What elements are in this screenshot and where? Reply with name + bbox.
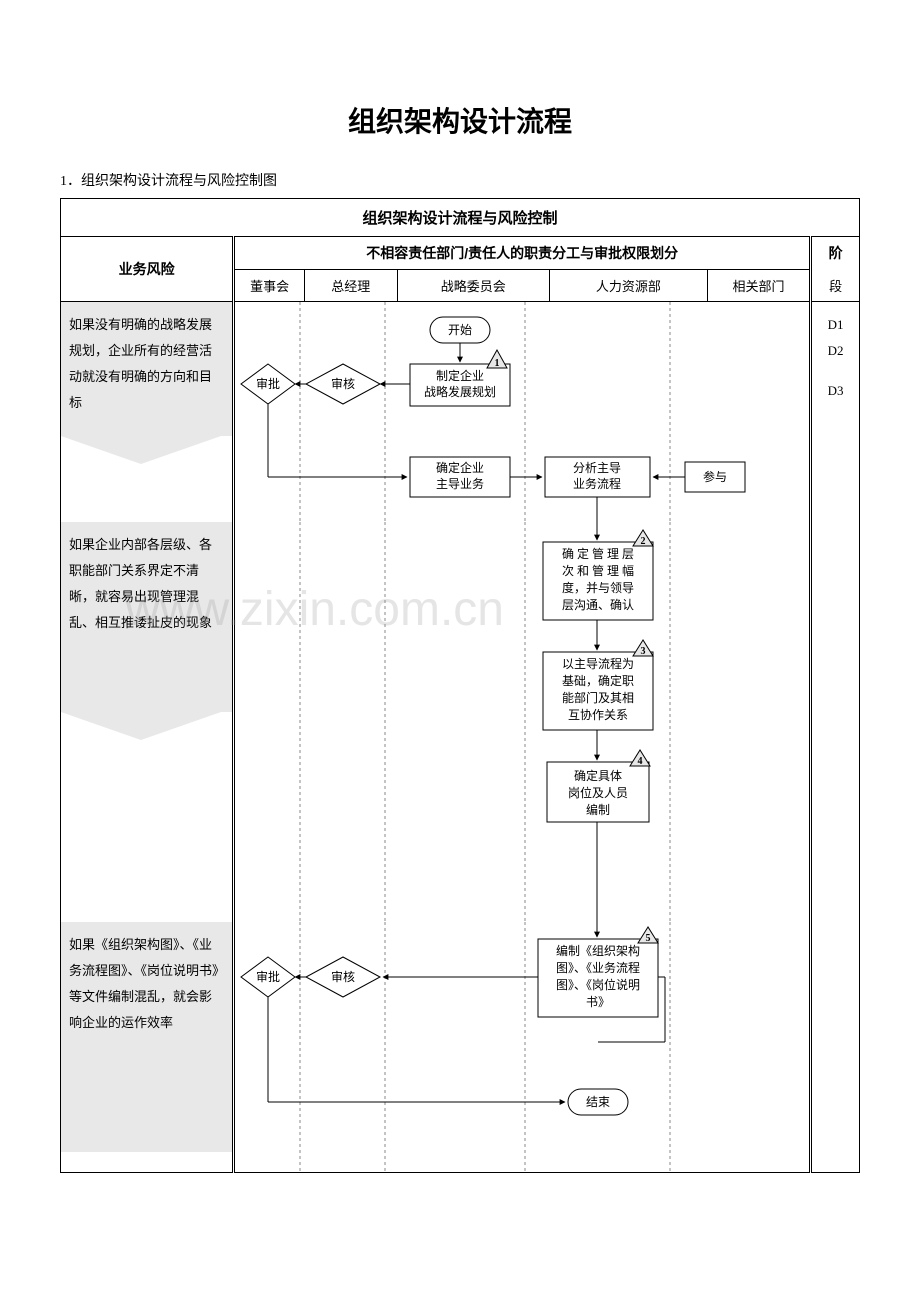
svg-text:岗位及人员: 岗位及人员 [568, 785, 628, 800]
svg-text:确 定 管 理 层: 确 定 管 理 层 [562, 546, 634, 561]
svg-text:审核: 审核 [331, 969, 355, 984]
svg-text:3: 3 [641, 646, 646, 657]
svg-text:编制: 编制 [586, 802, 610, 817]
svg-text:审批: 审批 [256, 376, 280, 391]
svg-text:分析主导: 分析主导 [573, 461, 621, 475]
svg-text:图》、《业务流程: 图》、《业务流程 [556, 960, 640, 975]
flowchart-table: 组织架构设计流程与风险控制 业务风险 不相容责任部门/责任人的职责分工与审批权限… [60, 198, 860, 1173]
svg-text:确定具体: 确定具体 [574, 768, 622, 783]
svg-text:以主导流程为: 以主导流程为 [562, 656, 634, 671]
header-strategy: 战略委员会 [397, 270, 549, 302]
svg-text:5: 5 [646, 933, 651, 944]
node-start: 开始 [448, 323, 472, 337]
svg-text:主导业务: 主导业务 [436, 476, 484, 491]
risk-1: 如果没有明确的战略发展规划，企业所有的经营活动就没有明确的方向和目标 [61, 302, 232, 436]
svg-text:1: 1 [495, 358, 500, 369]
svg-text:层沟通、确认: 层沟通、确认 [562, 598, 634, 612]
svg-text:战略发展规划: 战略发展规划 [424, 384, 496, 399]
header-board: 董事会 [234, 270, 305, 302]
header-responsibility: 不相容责任部门/责任人的职责分工与审批权限划分 [234, 237, 811, 270]
svg-text:业务流程: 业务流程 [573, 476, 621, 491]
svg-text:互协作关系: 互协作关系 [568, 707, 628, 722]
header-hr: 人力资源部 [549, 270, 707, 302]
section-label: 1．组织架构设计流程与风险控制图 [60, 170, 860, 190]
flow-svg-1: 开始 制定企业 战略发展规划 1 审核 审批 [235, 302, 765, 522]
header-phase-bottom: 段 [811, 270, 860, 302]
flow-svg-2: 确 定 管 理 层 次 和 管 理 幅 度，并与领导 层沟通、确认 2 以主导流… [235, 522, 765, 922]
svg-text:2: 2 [641, 536, 646, 547]
flow-section-2: www.zixin.com.cn 确 定 管 理 层 次 和 管 理 幅 度，并… [235, 522, 809, 922]
svg-text:书》: 书》 [586, 995, 610, 1009]
svg-text:审批: 审批 [256, 969, 280, 984]
svg-text:图》、《岗位说明: 图》、《岗位说明 [556, 977, 640, 992]
svg-text:度，并与领导: 度，并与领导 [562, 580, 634, 595]
svg-text:制定企业: 制定企业 [436, 368, 484, 383]
flow-section-3: 编制《组织架构 图》、《业务流程 图》、《岗位说明 书》 5 审核 审批 [235, 922, 809, 1172]
svg-text:4: 4 [638, 756, 643, 767]
phase-cell-1: D1 D2 D3 [812, 302, 859, 414]
header-related: 相关部门 [707, 270, 810, 302]
svg-text:参与: 参与 [703, 469, 727, 484]
page-title: 组织架构设计流程 [60, 100, 860, 140]
header-phase-top: 阶 [811, 237, 860, 270]
table-title: 组织架构设计流程与风险控制 [61, 199, 860, 237]
svg-text:基础，确定职: 基础，确定职 [562, 673, 634, 688]
svg-text:审核: 审核 [331, 376, 355, 391]
svg-text:能部门及其相: 能部门及其相 [562, 690, 634, 705]
risk-2: 如果企业内部各层级、各职能部门关系界定不清晰，就容易出现管理混乱、相互推诿扯皮的… [61, 522, 232, 712]
node-end: 结束 [586, 1095, 610, 1109]
svg-text:编制《组织架构: 编制《组织架构 [556, 943, 640, 958]
header-risk: 业务风险 [61, 237, 234, 302]
svg-text:确定企业: 确定企业 [436, 460, 484, 475]
flow-section-1: 开始 制定企业 战略发展规划 1 审核 审批 [235, 302, 809, 522]
header-gm: 总经理 [304, 270, 397, 302]
flow-svg-3: 编制《组织架构 图》、《业务流程 图》、《岗位说明 书》 5 审核 审批 [235, 922, 765, 1172]
risk-3: 如果《组织架构图》、《业务流程图》、《岗位说明书》等文件编制混乱，就会影响企业的… [61, 922, 232, 1152]
svg-text:次 和 管 理 幅: 次 和 管 理 幅 [562, 563, 634, 578]
